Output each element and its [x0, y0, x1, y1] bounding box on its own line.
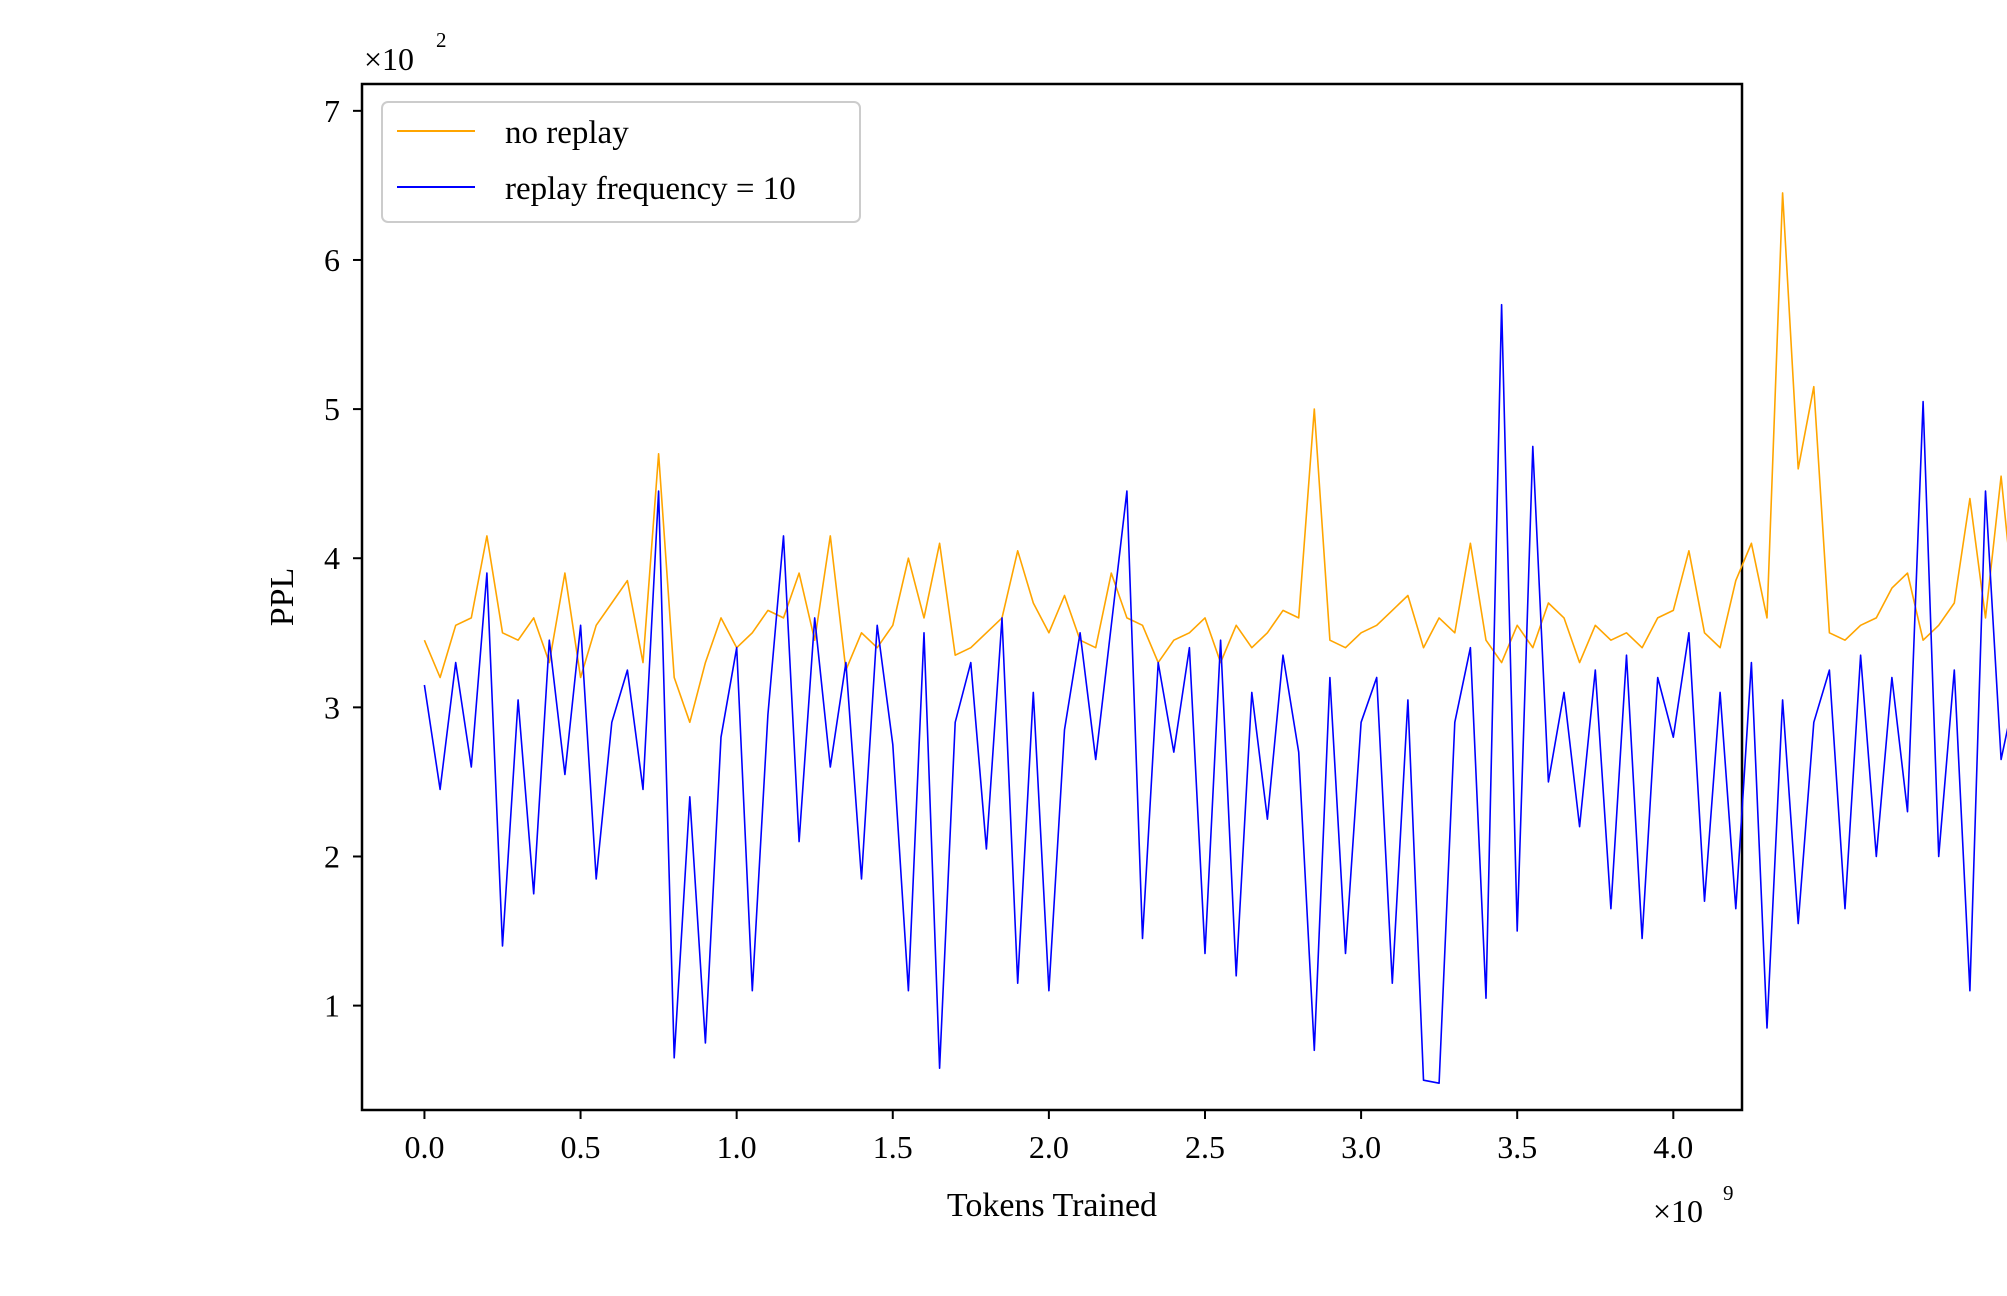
y-axis-multiplier: ×10 2 [364, 28, 447, 77]
x-axis-multiplier: ×10 9 [1653, 1181, 1734, 1229]
x-tick-label: 4.0 [1653, 1129, 1693, 1165]
legend-label-no-replay: no replay [505, 115, 629, 151]
y-axis-title: PPL [264, 568, 301, 627]
svg-text:9: 9 [1723, 1181, 1734, 1205]
svg-text:2: 2 [436, 28, 447, 52]
legend: no replay replay frequency = 10 [381, 101, 861, 223]
x-axis-ticks: 0.0 0.5 1.0 1.5 2.0 2.5 3.0 3.5 4.0 [404, 1110, 1693, 1165]
plot-area-frame [360, 82, 1744, 1112]
x-tick-label: 0.0 [404, 1129, 444, 1165]
legend-box [381, 101, 861, 223]
y-tick-label: 3 [324, 689, 340, 725]
svg-text:×10: ×10 [1653, 1193, 1703, 1229]
legend-label-replay-frequency: replay frequency = 10 [505, 171, 796, 207]
x-tick-label: 2.5 [1185, 1129, 1225, 1165]
x-tick-label: 2.0 [1029, 1129, 1069, 1165]
y-tick-label: 5 [324, 391, 340, 427]
y-tick-label: 1 [324, 988, 340, 1024]
x-tick-label: 3.5 [1497, 1129, 1537, 1165]
y-tick-label: 2 [324, 838, 340, 874]
series-line-1 [423, 303, 2007, 1084]
x-tick-label: 0.5 [561, 1129, 601, 1165]
y-tick-label: 6 [324, 242, 340, 278]
svg-text:×10: ×10 [364, 41, 414, 77]
series-layer [423, 192, 2007, 1084]
x-axis-title: Tokens Trained [947, 1187, 1157, 1224]
x-tick-label: 3.0 [1341, 1129, 1381, 1165]
y-axis-ticks: 1 2 3 4 5 6 7 [324, 93, 362, 1024]
x-tick-label: 1.5 [873, 1129, 913, 1165]
y-tick-label: 7 [324, 93, 340, 129]
y-tick-label: 4 [324, 540, 340, 576]
series-line-0 [423, 192, 2007, 724]
x-tick-label: 1.0 [717, 1129, 757, 1165]
